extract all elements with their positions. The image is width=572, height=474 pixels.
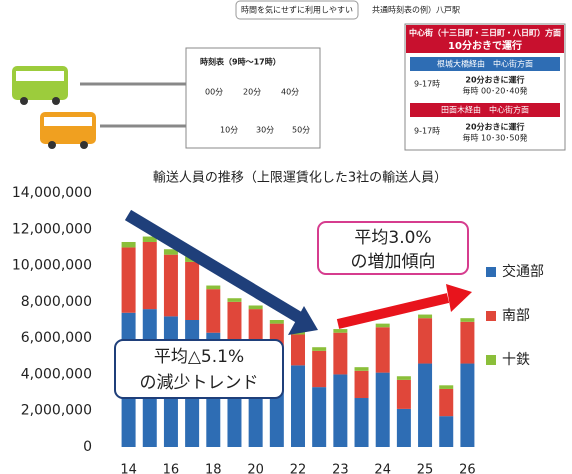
bar-segment [376,324,390,328]
bar-segment [397,376,411,380]
bar-segment [164,255,178,317]
timetable-title: 時刻表（9時～17時） [200,57,281,67]
bar-segment [270,320,284,324]
x-tick-label: 25 [417,463,434,474]
bar-segment [397,409,411,447]
legend-label: 南部 [502,308,530,324]
y-tick-label: 8,000,000 [21,294,92,310]
bar-segment [143,242,157,309]
slide: 時間を気にせずに利用しやすい 共通時刻表の例）八戸駅 時刻表（9時～17時） 0… [0,0,572,474]
bar-segment [227,298,241,302]
time: 00分 [205,88,223,97]
bar-segment [206,286,220,290]
bar-segment [333,333,347,375]
orange-bus [40,112,96,149]
y-tick-label: 14,000,000 [12,185,92,201]
legend-swatch [486,267,496,277]
annotation: 平均3.0% [354,228,431,248]
bar-segment [355,371,369,398]
bar-segment [249,305,263,309]
x-tick-label: 24 [374,463,391,474]
route2-freq: 20分おきに運行 [465,122,524,132]
chart-title: 輸送人員の推移（上限運賃化した3社の輸送人員） [153,170,447,186]
route2: 田面木経由 中心街方面 [441,105,529,115]
y-tick-label: 2,000,000 [21,403,92,419]
x-tick-label: 20 [247,463,264,474]
legend-label: 交通部 [502,263,544,280]
bar-segment [312,351,326,387]
bar-segment [376,373,390,447]
bar-segment [376,327,390,372]
bar-segment [312,347,326,351]
annotation: の増加傾向 [351,252,436,272]
route1-hours: 9-17時 [414,80,440,89]
bar-segment [185,262,199,320]
bar-segment [439,416,453,447]
trend-arrow-head [446,284,472,312]
bar-segment [439,385,453,389]
panel-title: 中心街（十三日町・三日町・八日町）方面 [409,28,561,38]
legend-swatch [486,311,496,321]
time: 50分 [292,126,310,135]
route2-times: 毎時 10･30･50発 [462,133,527,143]
bar-segment [460,364,474,447]
y-tick-label: 12,000,000 [12,221,92,237]
x-tick-label: 18 [205,463,222,474]
bar-segment [227,302,241,342]
time: 10分 [220,126,238,135]
y-tick-label: 6,000,000 [21,330,92,346]
bar-segment [397,380,411,409]
time: 20分 [243,88,261,97]
x-tick-label: 23 [332,463,349,474]
bar-segment [333,329,347,333]
legend-swatch [486,355,496,365]
y-tick-label: 0 [83,439,92,455]
panel-subtitle: 10分おきで運行 [448,39,522,52]
legend-label: 十鉄 [502,352,530,368]
y-tick-label: 4,000,000 [21,366,92,382]
bar-segment [291,365,305,447]
bar-segment [122,242,136,247]
x-tick-label: 16 [163,463,180,474]
route2-hours: 9-17時 [414,127,440,136]
bar-segment [122,247,136,312]
bar-segment [291,335,305,366]
bar-segment [206,289,220,333]
bar-segment [418,315,432,319]
bar-segment [418,318,432,363]
y-tick-label: 10,000,000 [12,258,92,274]
time: 40分 [281,88,299,97]
example-title: 共通時刻表の例）八戸駅 [372,5,460,15]
route1-freq: 20分おきに運行 [465,75,524,85]
bar-segment [460,318,474,322]
annotation: 平均△5.1% [154,347,244,367]
bar-segment [460,322,474,364]
route1-times: 毎時 00･20･40発 [462,86,527,96]
bar-segment [439,389,453,416]
x-tick-label: 14 [120,463,137,474]
bar-segment [333,374,347,447]
annotation: の減少トレンド [140,373,259,393]
route1: 根城大橋経由 中心街方面 [437,59,533,69]
x-tick-label: 22 [290,463,307,474]
bar-segment [355,398,369,447]
time: 30分 [256,126,274,135]
x-tick-label: 26 [459,463,476,474]
bar-segment [418,364,432,447]
bar-segment [312,387,326,447]
callout: 時間を気にせずに利用しやすい [241,5,353,15]
bar-segment [355,367,369,371]
green-bus [12,66,68,105]
